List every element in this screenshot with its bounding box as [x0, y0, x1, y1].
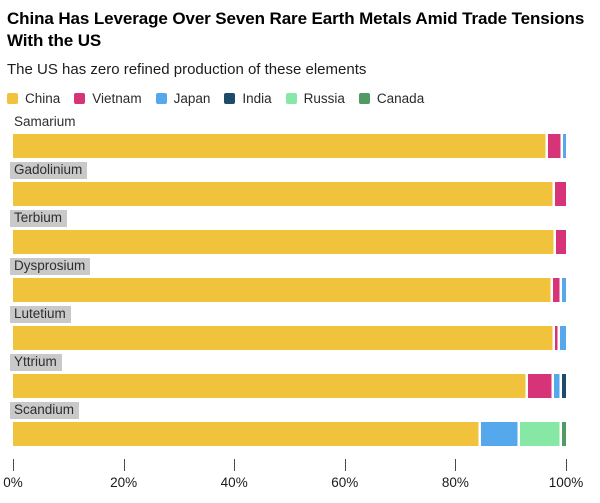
bar-segment-vietnam[interactable] — [554, 182, 566, 206]
category-label[interactable]: Dysprosium — [10, 258, 91, 275]
bar-segment-china[interactable] — [13, 278, 553, 302]
legend-label: Japan — [173, 91, 211, 106]
bar-segment-china[interactable] — [13, 182, 555, 206]
legend-item-russia[interactable]: Russia — [285, 91, 345, 106]
category-label[interactable]: Samarium — [14, 114, 76, 129]
legend-label: India — [242, 91, 272, 106]
x-axis-tick — [13, 459, 14, 471]
bar-segment-china[interactable] — [13, 422, 481, 446]
chart-title: China Has Leverage Over Seven Rare Earth… — [7, 9, 585, 50]
legend-label: Canada — [376, 91, 425, 106]
chart-row-lutetium: Lutetium — [10, 305, 566, 353]
category-label[interactable]: Lutetium — [10, 306, 71, 323]
chart-row-gadolinium: Gadolinium — [10, 161, 566, 209]
bar-segment-japan[interactable] — [480, 422, 521, 446]
legend-swatch-icon — [74, 93, 86, 104]
bar-segment-japan[interactable] — [562, 278, 566, 302]
stacked-bar-yttrium — [13, 374, 566, 398]
bar-segment-vietnam[interactable] — [547, 134, 564, 158]
stacked-bar-lutetium — [13, 326, 566, 350]
x-axis-tick — [123, 459, 125, 471]
bar-segment-japan[interactable] — [554, 374, 563, 398]
x-axis-tick — [455, 459, 457, 471]
bar-segment-vietnam[interactable] — [528, 374, 555, 398]
x-axis-tick-label: 20% — [110, 475, 138, 490]
bar-segment-japan[interactable] — [563, 134, 566, 158]
legend-label: China — [25, 91, 61, 106]
x-axis-tick — [566, 459, 567, 471]
stacked-bar-samarium — [13, 134, 566, 158]
x-axis-tick — [234, 459, 236, 471]
bar-segment-china[interactable] — [13, 230, 557, 254]
legend-swatch-icon — [7, 93, 18, 104]
category-label[interactable]: Terbium — [10, 210, 68, 227]
bar-segment-vietnam[interactable] — [554, 326, 561, 350]
bar-segment-russia[interactable] — [520, 422, 562, 446]
x-axis-tick-label: 60% — [331, 475, 359, 490]
legend-item-china[interactable]: China — [7, 91, 60, 106]
legend-swatch-icon — [155, 93, 167, 104]
chart-row-scandium: Scandium — [10, 401, 566, 449]
legend-swatch-icon — [285, 93, 297, 104]
chart-row-dysprosium: Dysprosium — [10, 257, 566, 305]
legend-label: Russia — [303, 91, 345, 106]
stacked-bar-gadolinium — [13, 182, 566, 206]
legend-item-india[interactable]: India — [224, 91, 272, 106]
legend-item-japan[interactable]: Japan — [155, 91, 211, 106]
legend-swatch-icon — [358, 93, 370, 104]
bar-segment-vietnam[interactable] — [552, 278, 563, 302]
chart-row-terbium: Terbium — [10, 209, 566, 257]
bar-segment-india[interactable] — [562, 374, 566, 398]
x-axis-tick — [344, 459, 346, 471]
bar-segment-vietnam[interactable] — [556, 230, 566, 254]
category-label[interactable]: Yttrium — [10, 354, 62, 371]
bar-segment-china[interactable] — [13, 326, 555, 350]
category-label[interactable]: Scandium — [10, 402, 80, 419]
legend-item-vietnam[interactable]: Vietnam — [74, 91, 142, 106]
x-axis-tick-label: 40% — [220, 475, 248, 490]
legend-label: Vietnam — [92, 91, 142, 106]
chart-row-samarium: Samarium — [13, 113, 566, 161]
bar-segment-china[interactable] — [13, 374, 529, 398]
legend: China Vietnam Japan India Russia Canada — [7, 91, 600, 106]
bar-segment-china[interactable] — [13, 134, 548, 158]
bar-segment-japan[interactable] — [560, 326, 566, 350]
legend-swatch-icon — [224, 93, 236, 104]
x-axis-tick-label: 80% — [441, 475, 469, 490]
chart-subtitle: The US has zero refined production of th… — [7, 61, 367, 78]
stacked-bar-terbium — [13, 230, 566, 254]
legend-item-canada[interactable]: Canada — [358, 91, 425, 106]
x-axis-tick-label: 100% — [548, 475, 584, 490]
x-axis: 0% 20% 40% 60% 80% 100% — [3, 459, 583, 499]
chart-rows: Samarium Gadolinium Terbium Dysprosium Lutet… — [10, 113, 566, 449]
stacked-bar-scandium — [13, 422, 566, 446]
chart-row-yttrium: Yttrium — [10, 353, 566, 401]
category-label[interactable]: Gadolinium — [10, 162, 88, 179]
x-axis-tick-label: 0% — [3, 475, 23, 490]
stacked-bar-dysprosium — [13, 278, 566, 302]
bar-segment-canada[interactable] — [561, 422, 566, 446]
